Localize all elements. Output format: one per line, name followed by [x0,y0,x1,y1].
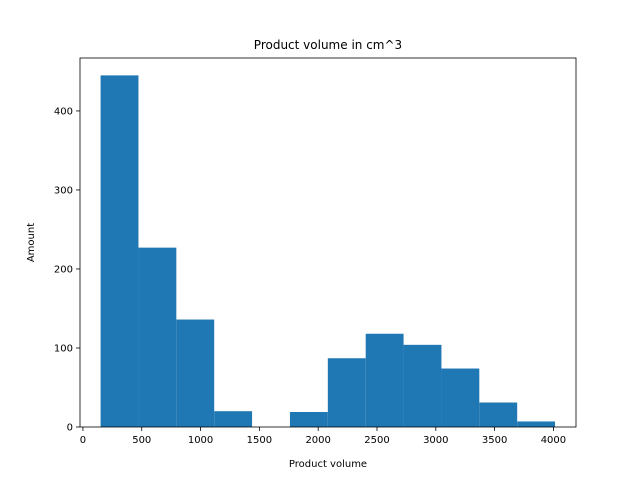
y-tick-label: 300 [54,185,73,196]
histogram-bar-1 [138,247,177,427]
histogram-bar-0 [100,75,139,427]
histogram-bar-8 [403,344,442,427]
x-tick-label: 3500 [482,435,507,446]
x-axis-label: Product volume [289,459,367,470]
x-tick-label: 2500 [364,435,389,446]
plot-frame [79,57,577,428]
x-axis-ticks: 0 500 1000 1500 2000 2500 3000 3500 4000 [80,427,566,446]
x-tick-label: 1500 [247,435,272,446]
y-tick-label: 0 [67,423,73,434]
y-axis-ticks: 0 100 200 300 400 [54,106,80,434]
histogram-bar-7 [365,333,404,427]
y-axis-label: Amount [26,223,37,262]
y-tick-label: 200 [54,264,73,275]
histogram-bar-6 [327,358,366,427]
x-tick-label: 3000 [423,435,448,446]
histogram-bar-10 [479,402,518,427]
histogram-bar-5 [289,411,328,427]
histogram-bar-9 [441,368,480,427]
x-tick-label: 4000 [541,435,566,446]
histogram-bar-2 [176,319,215,427]
x-tick-label: 0 [80,435,86,446]
y-tick-label: 100 [54,343,73,354]
x-tick-label: 1000 [188,435,213,446]
bars-group [100,75,556,427]
chart-title: Product volume in cm^3 [254,38,402,52]
y-tick-label: 400 [54,106,73,117]
histogram-bar-3 [214,411,253,427]
histogram-bar-11 [517,421,556,427]
x-tick-label: 500 [132,435,151,446]
x-tick-label: 2000 [305,435,330,446]
